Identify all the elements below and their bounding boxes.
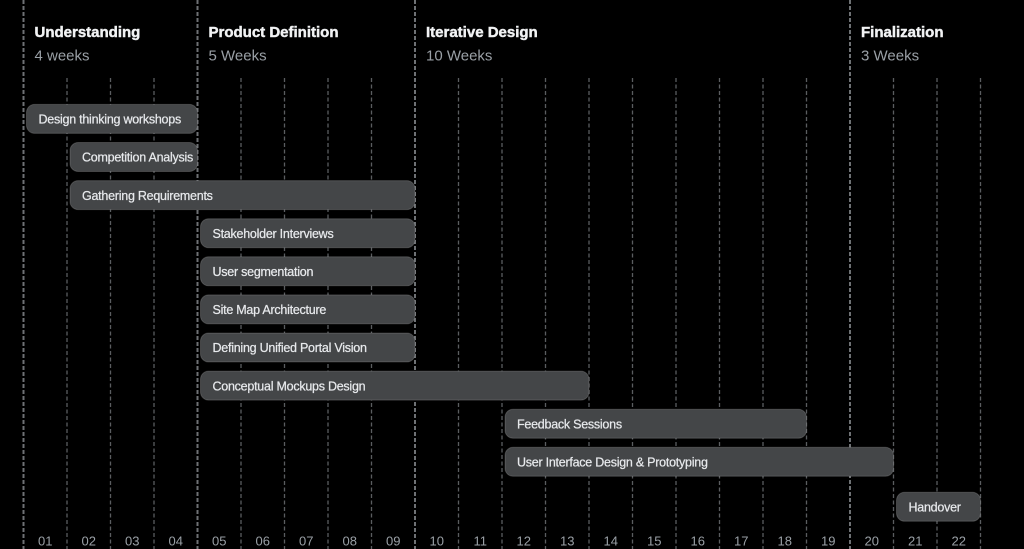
- svg-text:19: 19: [821, 534, 835, 549]
- svg-text:Understanding: Understanding: [35, 24, 141, 41]
- svg-text:Defining Unified Portal Vision: Defining Unified Portal Vision: [213, 341, 367, 355]
- svg-text:User segmentation: User segmentation: [213, 265, 314, 279]
- svg-text:20: 20: [865, 534, 879, 549]
- svg-text:03: 03: [125, 534, 139, 549]
- svg-text:Gathering Requirements: Gathering Requirements: [82, 189, 213, 203]
- svg-text:08: 08: [343, 534, 357, 549]
- svg-text:07: 07: [299, 534, 313, 549]
- svg-text:09: 09: [386, 534, 400, 549]
- svg-text:17: 17: [734, 534, 748, 549]
- svg-text:06: 06: [256, 534, 270, 549]
- svg-text:05: 05: [212, 534, 226, 549]
- svg-text:10 Weeks: 10 Weeks: [426, 48, 492, 65]
- svg-text:Competition Analysis: Competition Analysis: [82, 151, 193, 165]
- svg-text:10: 10: [430, 534, 444, 549]
- svg-text:04: 04: [169, 534, 183, 549]
- svg-text:Product Definition: Product Definition: [209, 24, 339, 41]
- svg-text:5 Weeks: 5 Weeks: [209, 48, 267, 65]
- svg-text:Feedback Sessions: Feedback Sessions: [517, 417, 622, 431]
- svg-text:4 weeks: 4 weeks: [35, 48, 90, 65]
- svg-text:22: 22: [952, 534, 966, 549]
- svg-text:12: 12: [517, 534, 531, 549]
- svg-text:14: 14: [604, 534, 618, 549]
- svg-text:Design thinking workshops: Design thinking workshops: [39, 113, 181, 127]
- svg-text:User Interface Design & Protot: User Interface Design & Prototyping: [517, 456, 708, 470]
- svg-text:Finalization: Finalization: [861, 24, 944, 41]
- svg-text:11: 11: [474, 534, 488, 549]
- svg-text:02: 02: [82, 534, 96, 549]
- svg-text:16: 16: [691, 534, 705, 549]
- svg-text:21: 21: [908, 534, 922, 549]
- svg-text:13: 13: [560, 534, 574, 549]
- svg-text:3 Weeks: 3 Weeks: [861, 48, 919, 65]
- svg-text:18: 18: [778, 534, 792, 549]
- svg-text:Conceptual Mockups Design: Conceptual Mockups Design: [213, 379, 366, 393]
- svg-text:Site Map Architecture: Site Map Architecture: [213, 303, 327, 317]
- svg-text:15: 15: [647, 534, 661, 549]
- svg-text:01: 01: [38, 534, 52, 549]
- svg-text:Iterative Design: Iterative Design: [426, 24, 538, 41]
- svg-text:Handover: Handover: [909, 501, 961, 515]
- svg-text:Stakeholder Interviews: Stakeholder Interviews: [213, 227, 334, 241]
